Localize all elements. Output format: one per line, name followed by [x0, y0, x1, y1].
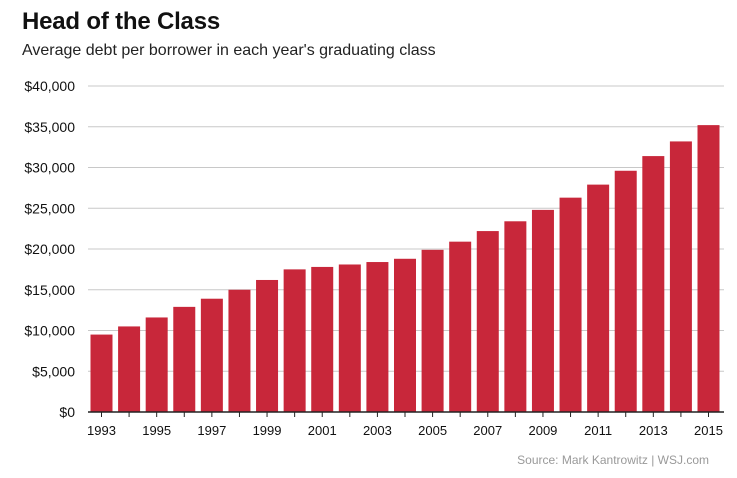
- chart-title: Head of the Class: [22, 8, 220, 35]
- x-tick-label: 2015: [694, 423, 723, 438]
- bar-2001: [311, 266, 334, 412]
- y-axis: $0 $5,000 $10,000 $15,000 $20,000 $25,000 $30,…: [24, 78, 75, 420]
- bar-2014: [669, 141, 692, 413]
- bar-2009: [531, 209, 554, 412]
- bar-1998: [228, 289, 251, 412]
- chart-subtitle: Average debt per borrower in each year's…: [22, 42, 436, 59]
- source-credit: Source: Mark Kantrowitz | WSJ.com: [517, 453, 709, 467]
- bar-1999: [256, 279, 279, 412]
- x-tick-label: 2007: [473, 423, 502, 438]
- bar-2000: [283, 269, 306, 412]
- x-tick-label: 2011: [584, 423, 612, 438]
- bar-2006: [449, 241, 472, 412]
- bar-2013: [642, 156, 665, 412]
- x-tick-label: 2013: [639, 423, 668, 438]
- bar-1995: [145, 317, 168, 412]
- bar-1993: [90, 334, 113, 412]
- x-tick-label: 2009: [528, 423, 557, 438]
- y-tick-label: $10,000: [24, 323, 75, 339]
- bar-2015: [697, 125, 720, 413]
- bar-1997: [200, 298, 223, 412]
- y-tick-label: $30,000: [24, 160, 75, 176]
- y-tick-label: $5,000: [32, 363, 75, 379]
- x-tick-label: 2005: [418, 423, 447, 438]
- bar-2004: [394, 258, 416, 412]
- x-axis: 1993 1995 1997 1999 2001 2003 2005 2007 2009 2011…: [87, 411, 724, 438]
- y-tick-label: $15,000: [24, 282, 75, 298]
- bar-1996: [173, 306, 196, 412]
- bar-2010: [559, 197, 582, 412]
- bar-2007: [476, 231, 499, 412]
- bars: [90, 125, 720, 413]
- x-tick-label: 1997: [197, 423, 226, 438]
- x-tick-label: 1995: [142, 423, 171, 438]
- bar-2012: [614, 170, 637, 412]
- bar-2011: [587, 184, 610, 412]
- bar-1994: [118, 326, 141, 412]
- y-tick-label: $40,000: [24, 78, 75, 94]
- y-tick-label: $20,000: [24, 241, 75, 257]
- x-tick-label: 2001: [308, 423, 337, 438]
- bar-2003: [366, 262, 389, 412]
- y-tick-label: $35,000: [24, 119, 75, 135]
- y-tick-label: $25,000: [24, 200, 75, 216]
- bar-2005: [421, 249, 444, 412]
- x-tick-label: 1999: [253, 423, 282, 438]
- x-tick-label: 2003: [363, 423, 392, 438]
- y-tick-label: $0: [59, 404, 75, 420]
- bar-2002: [338, 264, 361, 412]
- bar-2008: [504, 221, 527, 412]
- x-tick-label: 1993: [87, 423, 116, 438]
